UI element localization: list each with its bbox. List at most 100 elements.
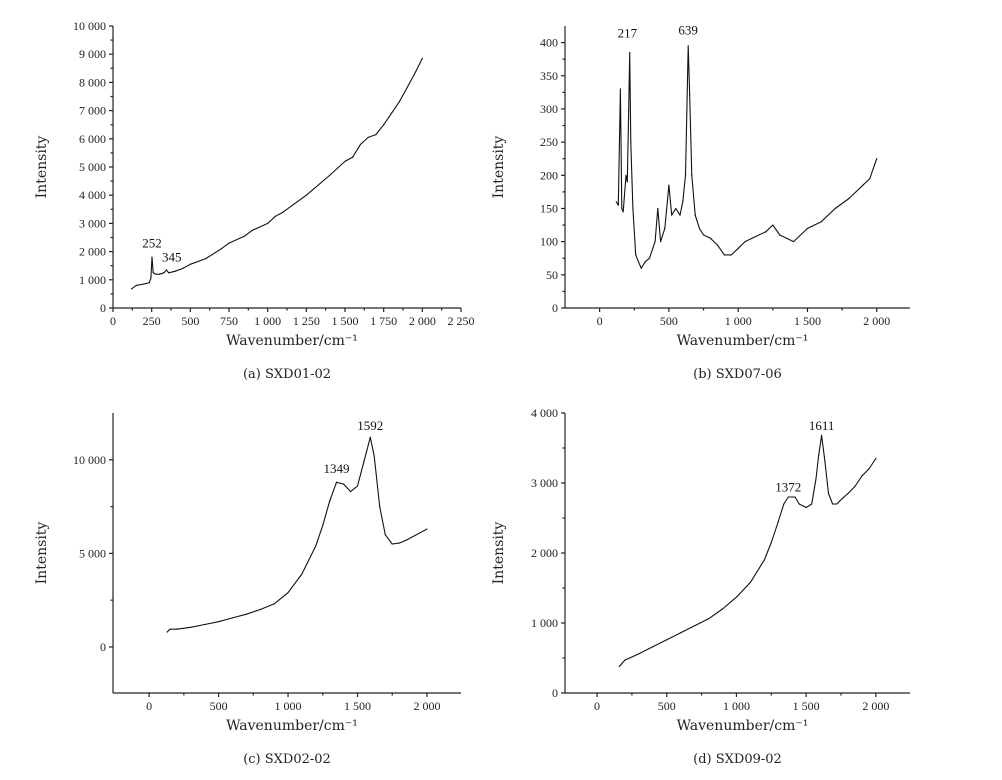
data-point: [737, 247, 739, 249]
data-point: [204, 623, 206, 626]
data-point: [168, 272, 170, 274]
data-point: [638, 653, 640, 655]
data-point: [648, 257, 651, 259]
peak-label: 1349: [324, 461, 350, 476]
data-point: [875, 457, 877, 460]
x-tick-label: 1 000: [254, 314, 281, 328]
chart-panel-d: 0 500 1 000 1 500 2 000 0 1 000 2 000 3 000 4 000…: [491, 406, 910, 767]
data-point: [405, 539, 407, 541]
y-tick-label: 300: [540, 102, 558, 116]
data-point: [876, 158, 878, 160]
data-point: [390, 112, 392, 115]
data-point: [398, 101, 400, 103]
data-point: [231, 617, 234, 619]
y-tick-label: 150: [540, 201, 558, 215]
data-point: [787, 496, 789, 498]
y-tick-label: 1 000: [79, 273, 106, 287]
data-point: [765, 231, 767, 233]
data-point: [419, 532, 421, 534]
data-point: [166, 631, 168, 633]
data-point: [779, 234, 781, 236]
data-point: [644, 260, 646, 263]
data-point: [668, 184, 670, 186]
data-point: [805, 506, 807, 509]
data-point: [617, 204, 619, 206]
peak-label: 1611: [809, 418, 835, 433]
data-point: [836, 503, 838, 505]
peak-label: 345: [162, 249, 182, 264]
x-tick-label: 0: [146, 699, 152, 713]
y-tick-label: 2 000: [531, 546, 558, 560]
data-point: [190, 626, 192, 628]
data-point: [716, 244, 719, 246]
x-tick-label: 0: [110, 314, 116, 328]
panel-caption: (c) SXD02-02: [243, 752, 331, 767]
data-point: [158, 273, 160, 275]
data-point: [245, 613, 247, 615]
data-point: [630, 141, 632, 143]
data-point: [654, 241, 656, 243]
data-point: [625, 174, 627, 176]
data-point: [150, 277, 152, 279]
data-point: [373, 455, 375, 457]
data-point: [352, 156, 354, 158]
chart-panel-a: 0 250 500 750 1 000 1 250 1 500 1 750 2 000 2 250…: [34, 19, 475, 382]
y-tick-label: 0: [552, 686, 558, 700]
data-point: [228, 242, 230, 244]
data-point: [367, 136, 369, 138]
panel-caption: (b) SXD07-06: [693, 367, 782, 382]
y-tick-label: 10 000: [73, 19, 106, 33]
y-tick-label: 4 000: [79, 188, 106, 202]
data-point: [723, 254, 725, 256]
x-tick-label: 0: [594, 699, 600, 713]
data-point: [205, 258, 207, 260]
y-tick-label: 50: [546, 268, 558, 282]
data-point: [383, 124, 385, 126]
x-tick-label: 250: [143, 314, 161, 328]
y-tick-label: 5 000: [79, 546, 106, 560]
y-tick-label: 100: [540, 235, 558, 249]
data-point: [629, 51, 631, 54]
data-point: [749, 581, 751, 584]
y-tick-label: 7 000: [79, 104, 106, 118]
y-tick-label: 4 000: [531, 406, 558, 420]
x-tick-label: 1 500: [793, 699, 820, 713]
data-point: [815, 478, 817, 481]
data-point: [675, 207, 677, 210]
data-point: [163, 272, 165, 274]
peak-label: 639: [678, 23, 698, 38]
data-point: [615, 201, 617, 203]
data-point: [375, 133, 377, 136]
data-point: [637, 260, 640, 263]
data-point: [806, 227, 809, 229]
panel-caption: (d) SXD09-02: [693, 752, 782, 767]
peak-label: 1592: [357, 418, 383, 433]
data-point: [328, 174, 331, 177]
data-point: [359, 143, 362, 146]
y-tick-label: 350: [540, 69, 558, 83]
x-tick-label: 0: [597, 314, 603, 328]
data-point: [130, 288, 133, 290]
data-point: [694, 214, 696, 216]
data-point: [832, 503, 834, 505]
data-point: [689, 95, 691, 97]
data-point: [135, 284, 137, 287]
y-tick-label: 0: [552, 301, 558, 315]
data-point: [847, 492, 849, 495]
y-tick-label: 6 000: [79, 132, 106, 146]
data-point: [709, 237, 712, 239]
data-point: [621, 207, 623, 210]
data-point: [379, 505, 381, 508]
data-point: [862, 184, 864, 186]
data-point: [384, 534, 386, 536]
data-point: [315, 545, 317, 547]
y-axis-title: Intensity: [34, 522, 50, 585]
data-point: [282, 211, 284, 213]
y-tick-label: 0: [100, 640, 106, 654]
data-point: [287, 592, 289, 594]
x-tick-label: 1 750: [370, 314, 397, 328]
x-tick-label: 500: [660, 314, 678, 328]
data-point: [660, 241, 662, 243]
peak-label: 252: [142, 235, 162, 250]
